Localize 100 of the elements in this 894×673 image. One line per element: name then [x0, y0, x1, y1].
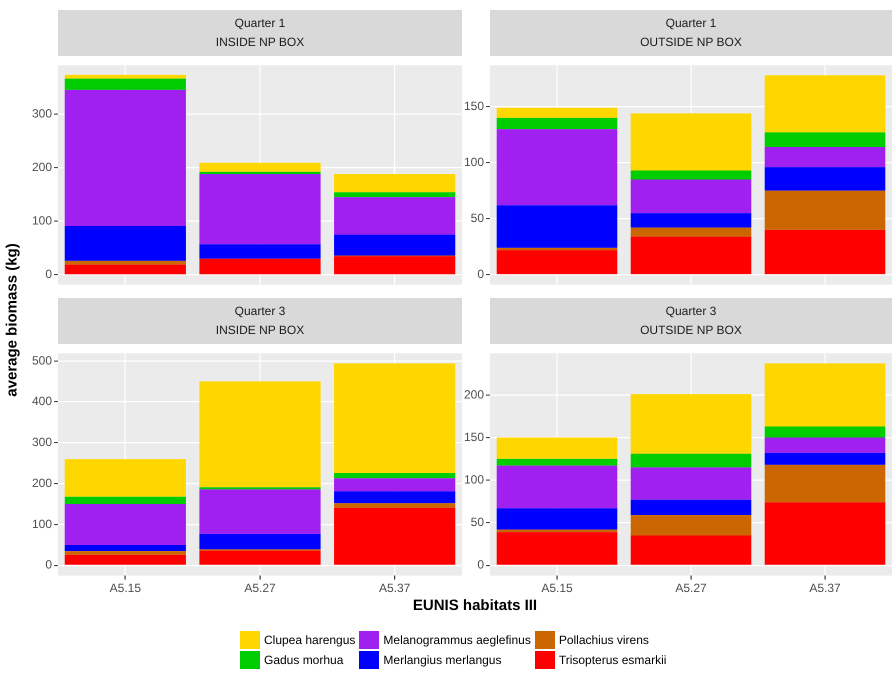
bar — [199, 550, 321, 565]
y-tick-label: 500 — [32, 353, 52, 368]
x-axis-title: EUNIS habitats III — [412, 597, 538, 614]
bar — [630, 467, 752, 500]
bar — [764, 426, 886, 438]
bar — [764, 75, 886, 132]
bar — [764, 146, 886, 168]
bar — [496, 205, 618, 248]
bar — [630, 228, 752, 237]
bar — [64, 554, 186, 565]
legend-label: Melanogrammus aeglefinus — [383, 633, 531, 647]
y-tick-label: 0 — [477, 267, 484, 282]
bar — [496, 466, 618, 508]
bar — [630, 394, 752, 454]
y-tick-label: 200 — [32, 476, 52, 490]
bar — [64, 78, 186, 90]
chart-title: Quarter 1 — [234, 15, 286, 32]
bar — [630, 500, 752, 516]
y-tick-label: 200 — [32, 160, 52, 174]
x-tick-label: A5.27 — [244, 581, 276, 596]
bar — [630, 536, 752, 565]
bar — [764, 132, 886, 147]
y-tick-label: 0 — [45, 267, 52, 282]
y-tick-label: 0 — [45, 558, 52, 572]
x-tick-label: A5.37 — [809, 581, 842, 596]
legend-label: Gadus morhua — [264, 653, 344, 667]
bar — [64, 74, 186, 79]
y-tick-label: 0 — [477, 558, 484, 572]
bar — [334, 234, 456, 256]
bar — [496, 458, 618, 466]
bar — [630, 179, 752, 214]
bar — [496, 129, 618, 206]
bar — [764, 167, 886, 191]
bar — [496, 108, 618, 118]
bar — [630, 454, 752, 468]
legend-label: Merlangius merlangus — [383, 653, 502, 667]
chart-subtitle: INSIDE NP BOX — [214, 34, 306, 51]
legend-label: Trisopterus esmarkii — [558, 653, 666, 667]
bar — [630, 213, 752, 228]
chart-title: Quarter 1 — [664, 15, 718, 32]
bar — [496, 248, 618, 250]
y-tick-label: 100 — [464, 154, 484, 169]
bar — [764, 464, 886, 502]
bar — [764, 502, 886, 565]
x-tick-label: A5.15 — [541, 581, 574, 596]
bar — [630, 113, 752, 171]
bar — [64, 496, 186, 504]
bar — [334, 508, 456, 565]
y-tick-label: 50 — [470, 211, 484, 226]
x-tick-label: A5.15 — [110, 581, 142, 596]
bar — [199, 489, 321, 534]
legend-label: Pollachius virens — [558, 633, 649, 647]
bar — [334, 174, 456, 192]
bar — [64, 90, 186, 226]
bar — [764, 190, 886, 230]
bar — [764, 452, 886, 465]
y-tick-label: 100 — [32, 214, 52, 228]
bar — [199, 258, 321, 274]
y-tick-label: 150 — [464, 98, 484, 113]
y-tick-label: 200 — [464, 387, 484, 402]
bar — [334, 192, 456, 198]
bar — [199, 162, 321, 172]
bar — [496, 118, 618, 130]
bar — [64, 544, 186, 552]
bar — [199, 172, 321, 174]
bar — [334, 197, 456, 235]
bar — [334, 472, 456, 478]
bar — [334, 503, 456, 508]
bar — [334, 363, 456, 473]
bar — [64, 551, 186, 555]
bar — [64, 459, 186, 497]
y-tick-label: 100 — [32, 516, 52, 531]
bar — [64, 260, 186, 265]
bar — [334, 478, 456, 492]
y-tick-label: 150 — [464, 430, 484, 444]
bar — [199, 381, 321, 488]
bar — [64, 264, 186, 274]
chart-subtitle: OUTSIDE NP BOX — [639, 322, 743, 339]
bar — [199, 534, 321, 550]
bar — [496, 530, 618, 532]
chart-subtitle: INSIDE NP BOX — [214, 322, 306, 339]
bar — [334, 491, 456, 504]
bar — [630, 515, 752, 536]
y-tick-label: 300 — [32, 435, 52, 450]
bar — [764, 363, 886, 426]
bar — [496, 250, 618, 274]
bar — [764, 438, 886, 453]
bar — [496, 532, 618, 565]
y-tick-label: 400 — [32, 394, 52, 408]
bar — [199, 244, 321, 259]
y-tick-label: 100 — [464, 472, 484, 486]
y-tick-label: 300 — [32, 106, 52, 120]
bar — [64, 226, 186, 261]
x-tick-label: A5.37 — [378, 581, 411, 596]
bar — [64, 504, 186, 545]
bar — [334, 256, 456, 274]
bar — [630, 236, 752, 274]
chart-title: Quarter 3 — [234, 303, 286, 320]
chart-subtitle: OUTSIDE NP BOX — [639, 34, 743, 51]
legend-label: Clupea harengus — [264, 633, 356, 647]
